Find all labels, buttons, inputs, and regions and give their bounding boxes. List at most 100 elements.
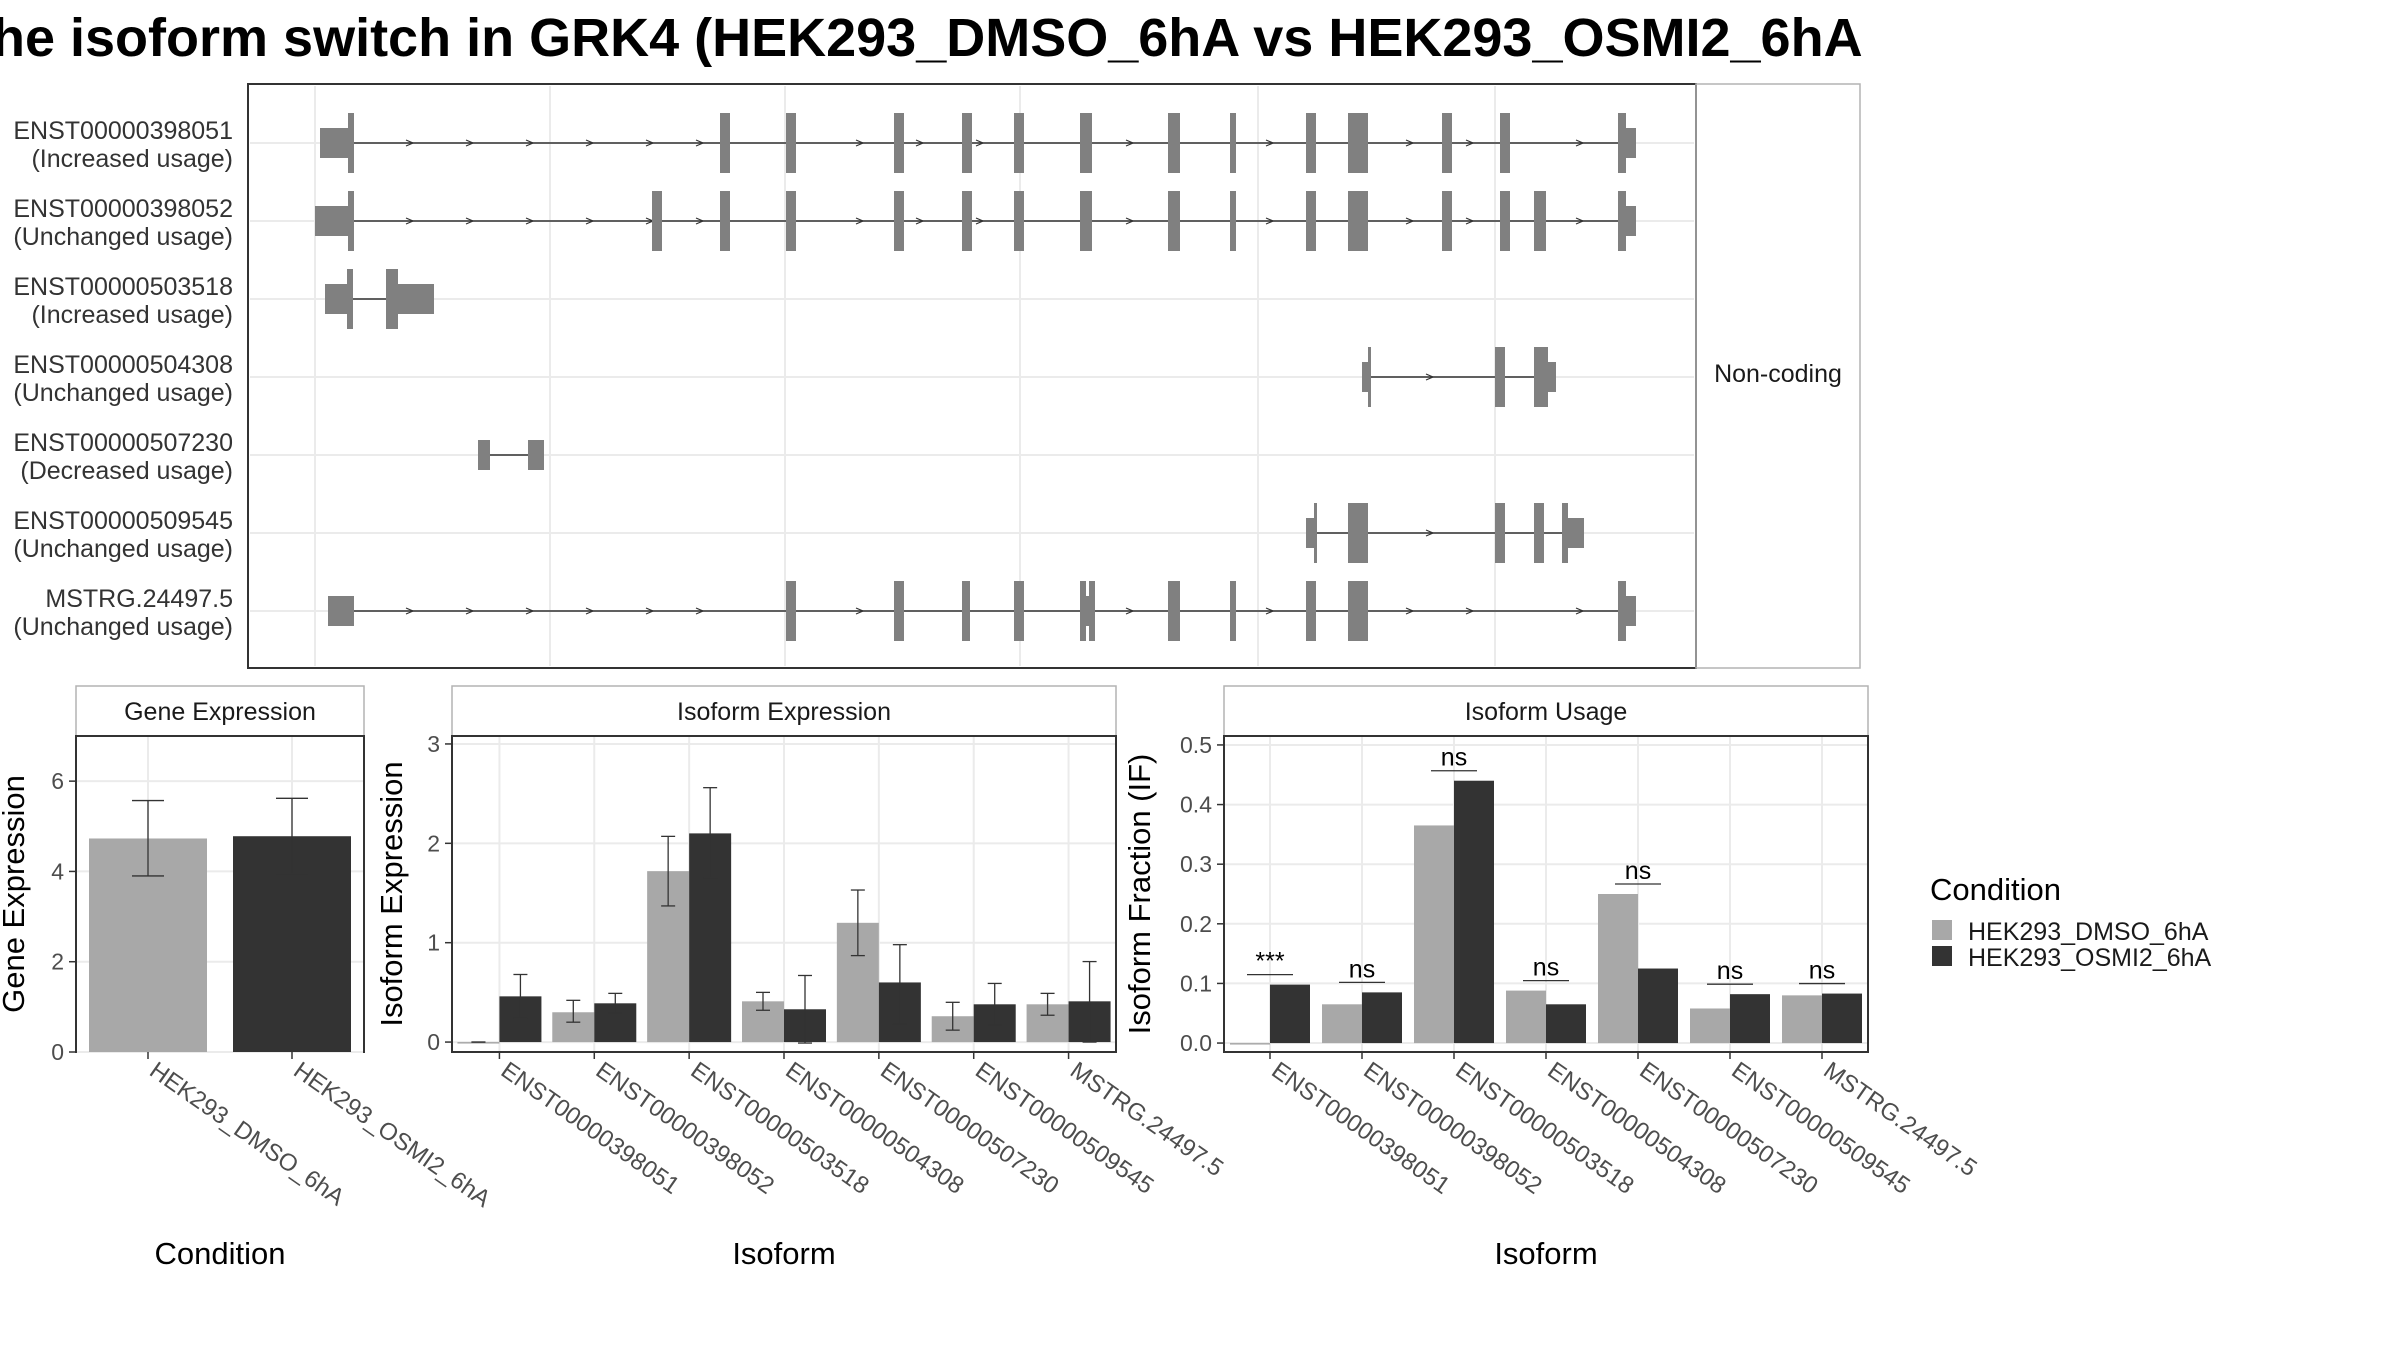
cds-exon <box>720 113 730 173</box>
strand-arrow <box>405 217 415 225</box>
cds-exon <box>1500 191 1510 251</box>
strand-arrow <box>1405 217 1415 225</box>
x-axis-title: Isoform <box>732 1236 835 1271</box>
cds-exon <box>1014 581 1024 641</box>
cds-exon <box>1230 581 1236 641</box>
bar <box>1362 992 1402 1044</box>
transcript-usage-label: (Unchanged usage) <box>13 223 233 251</box>
cds-exon <box>1089 581 1095 641</box>
cds-exon <box>1014 113 1024 173</box>
transcript-row: ENST00000507230(Decreased usage) <box>13 429 544 485</box>
strand-arrow <box>525 217 535 225</box>
x-tick-label: ENST00000398052 <box>591 1057 779 1200</box>
strand-arrow <box>585 217 595 225</box>
strand-arrow <box>525 139 535 147</box>
cds-exon <box>1368 347 1371 407</box>
cds-exon <box>1495 347 1505 407</box>
cds-exon <box>1080 581 1086 641</box>
transcript-row: MSTRG.24497.5(Unchanged usage) <box>13 581 1636 641</box>
transcript-usage-label: (Unchanged usage) <box>13 613 233 641</box>
bar <box>1230 1043 1270 1045</box>
y-tick-label: 0.3 <box>1180 851 1212 877</box>
strand-arrow <box>465 217 475 225</box>
cds-exon <box>1348 581 1368 641</box>
cds-exon <box>1306 581 1316 641</box>
transcript-id-label: MSTRG.24497.5 <box>45 585 233 613</box>
legend-label-dmso: HEK293_DMSO_6hA <box>1968 918 2209 946</box>
x-tick-label: ENST00000507230 <box>875 1057 1063 1200</box>
strand-arrow <box>695 607 705 615</box>
transcript-row: ENST00000503518(Increased usage) <box>13 269 434 329</box>
transcript-id-label: ENST00000504308 <box>13 351 233 379</box>
cds-exon <box>894 191 904 251</box>
cds-exon <box>786 113 796 173</box>
bar <box>457 1042 500 1044</box>
utr-exon <box>1362 362 1368 392</box>
cds-exon <box>1442 191 1452 251</box>
transcript-id-label: ENST00000507230 <box>13 429 233 457</box>
significance-label: ns <box>1809 957 1835 985</box>
cds-exon <box>1534 503 1544 563</box>
bar <box>1782 995 1822 1044</box>
cds-exon <box>894 113 904 173</box>
bar <box>1546 1004 1586 1044</box>
y-tick-label: 0.2 <box>1180 911 1212 937</box>
x-tick-label: ENST00000503518 <box>686 1057 874 1200</box>
significance-label: ns <box>1349 955 1375 983</box>
cds-exon <box>962 113 972 173</box>
y-tick-label: 4 <box>51 858 64 884</box>
cds-exon <box>1080 191 1092 251</box>
bar <box>1638 968 1678 1044</box>
y-axis-title: Gene Expression <box>0 775 31 1013</box>
y-tick-label: 0.1 <box>1180 970 1212 996</box>
bar <box>1414 825 1454 1044</box>
x-tick-label: ENST00000398051 <box>496 1057 684 1200</box>
strand-arrow <box>1575 217 1585 225</box>
cds-exon <box>1168 581 1180 641</box>
strand-arrow <box>1425 373 1435 381</box>
utr-exon <box>1548 362 1556 392</box>
significance-label: *** <box>1255 948 1284 976</box>
panel-title: Isoform Usage <box>1465 698 1628 726</box>
bar <box>1598 894 1638 1044</box>
cds-exon <box>894 581 904 641</box>
cds-exon <box>1168 191 1180 251</box>
strand-arrow <box>1265 607 1275 615</box>
strand-arrow <box>1575 607 1585 615</box>
y-axis-title: Isoform Fraction (IF) <box>1122 754 1157 1035</box>
strand-arrow <box>1125 607 1135 615</box>
strand-arrow <box>975 217 985 225</box>
bar <box>1322 1004 1362 1044</box>
transcript-row: ENST00000398052(Unchanged usage) <box>13 191 1636 251</box>
transcript-row: ENST00000504308(Unchanged usage) <box>13 347 1556 407</box>
strand-arrow <box>1465 607 1475 615</box>
cds-exon <box>1348 113 1368 173</box>
legend-swatch-dmso <box>1932 920 1952 940</box>
y-tick-label: 0.4 <box>1180 792 1212 818</box>
cds-exon <box>1442 113 1452 173</box>
strand-arrow <box>585 139 595 147</box>
cds-exon <box>962 581 970 641</box>
y-tick-label: 1 <box>427 930 440 956</box>
strand-arrow <box>695 217 705 225</box>
strand-arrow <box>915 139 925 147</box>
strand-arrow <box>1125 139 1135 147</box>
strand-arrow <box>465 139 475 147</box>
transcript-usage-label: (Unchanged usage) <box>13 379 233 407</box>
legend-label-osmi: HEK293_OSMI2_6hA <box>1968 944 2212 972</box>
significance-label: ns <box>1533 954 1559 982</box>
cds-exon <box>652 191 662 251</box>
strand-arrow <box>855 607 865 615</box>
cds-exon <box>1314 503 1317 563</box>
isoform-expression-panel: Isoform Expression0123ENST00000398051ENS… <box>374 685 1228 1271</box>
transcript-id-label: ENST00000398051 <box>13 117 233 145</box>
gene-expression-panel: Gene Expression0246HEK293_DMSO_6hAHEK293… <box>0 685 495 1271</box>
utr-exon <box>398 284 434 314</box>
utr-exon <box>1568 518 1584 548</box>
y-axis-title: Isoform Expression <box>374 761 409 1026</box>
strand-arrow <box>1465 139 1475 147</box>
legend-title: Condition <box>1930 872 2061 907</box>
panel-strip <box>1223 685 1869 737</box>
y-tick-label: 3 <box>427 731 440 757</box>
